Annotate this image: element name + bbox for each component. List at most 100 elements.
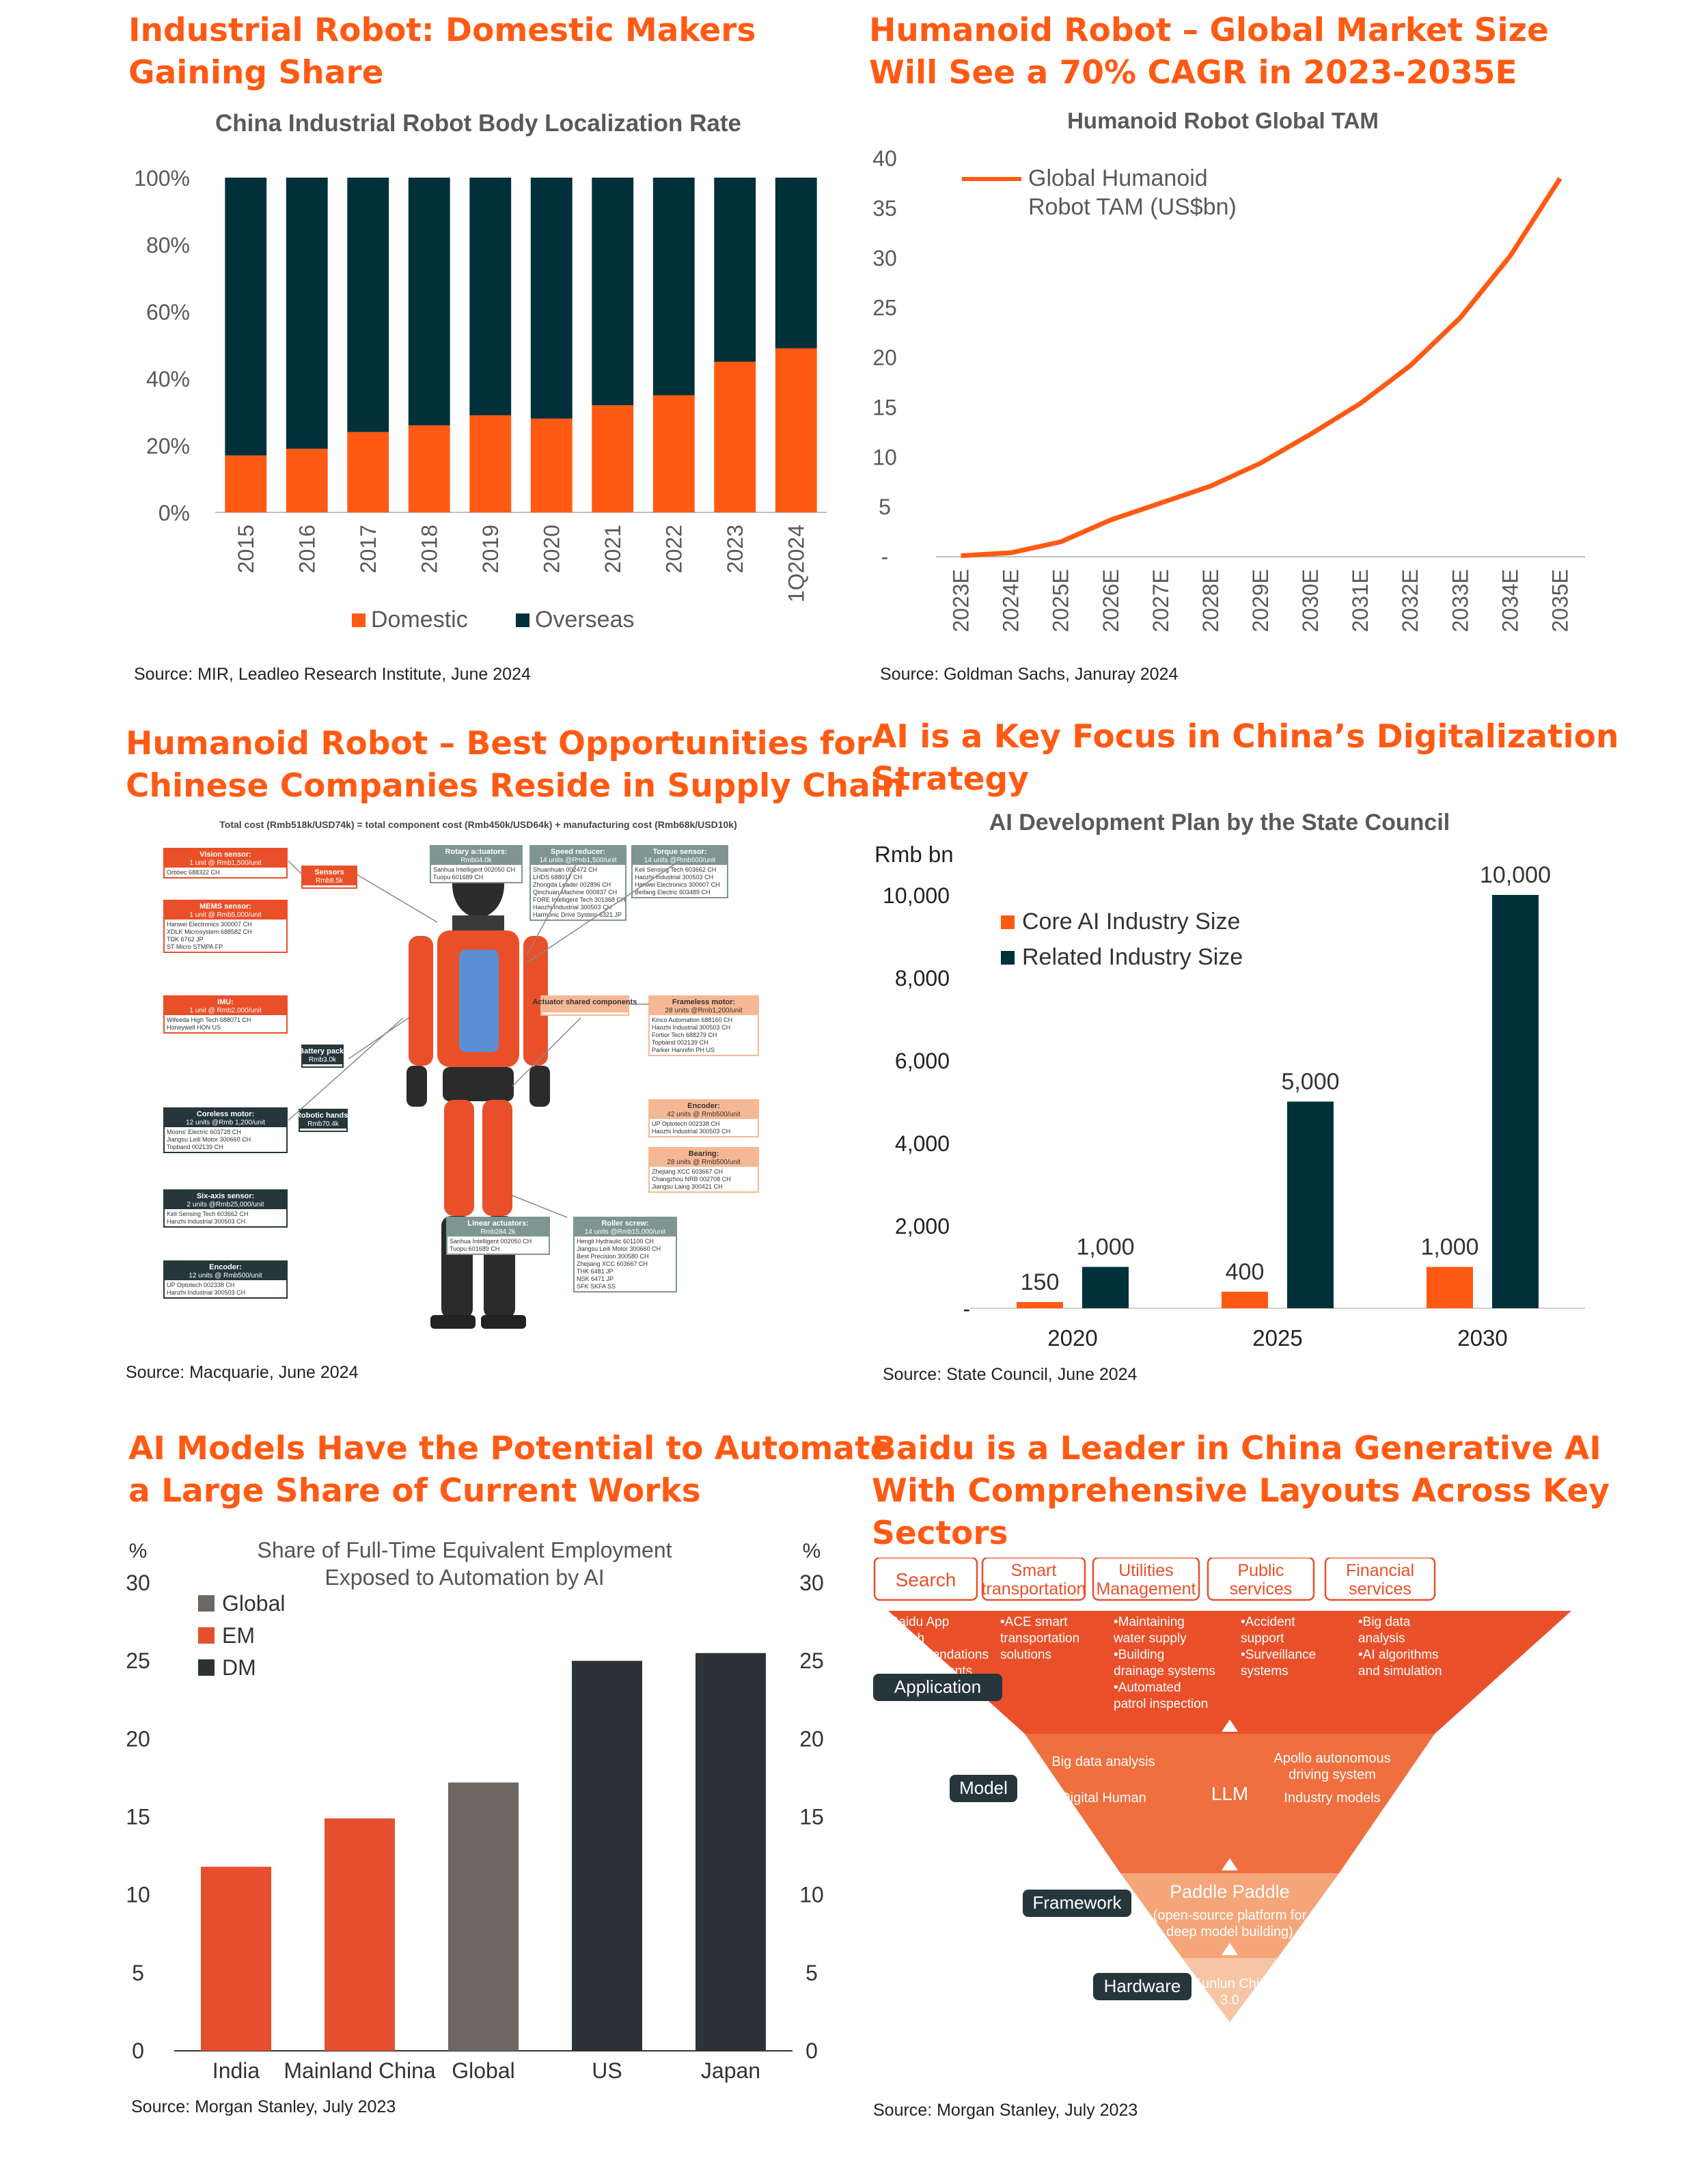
data-label: 5,000 (1281, 1069, 1339, 1095)
bar-overseas (469, 178, 512, 415)
x-tick-label: 2023E (949, 569, 974, 633)
legend-label: Related Industry Size (1022, 944, 1243, 970)
legend-label: Core AI Industry Size (1022, 909, 1240, 935)
bar-core (1222, 1291, 1268, 1308)
sector-tab (981, 1558, 1086, 1601)
x-tick-label: 2029E (1248, 569, 1273, 633)
supplier-row: Keli Sensing Tech 603662 CH (167, 1211, 248, 1217)
layer-label: Model (959, 1778, 1008, 1798)
y-tick-label-right: 5 (805, 1961, 818, 1985)
x-tick-label: 2019 (478, 525, 503, 573)
application-item: •Accident (1241, 1615, 1295, 1629)
application-item: •Automated (1114, 1681, 1181, 1695)
supply-box-subtitle: 14 units @Rmb600/unit (644, 857, 716, 864)
panel6-heading-line1: Baidu is a Leader in China Generative AI (872, 1430, 1601, 1467)
x-tick-label: Global (452, 2058, 515, 2083)
y-tick-label-left: 25 (126, 1648, 150, 1673)
supply-box-header (302, 1045, 343, 1064)
application-item: •Maintaining (1114, 1615, 1185, 1629)
layer-label-box (1093, 1973, 1192, 2000)
supplier-row: ST Micro STMPA FP (167, 943, 223, 950)
legend-label: Overseas (535, 607, 635, 633)
y-tick-label: 100% (134, 166, 190, 191)
supply-box-header (164, 996, 287, 1015)
bar-related (1082, 1267, 1129, 1308)
x-tick-label: 2035E (1547, 569, 1572, 633)
supplier-row: FORE Intelligent Tech 301368 CH (533, 896, 625, 903)
supply-box-title: IMU: (217, 998, 234, 1006)
supply-box-title: Vision sensor: (199, 851, 251, 859)
supplier-row: Kinco Automation 688160 CH (652, 1017, 732, 1023)
supplier-row: Orbbec 688322 CH (167, 869, 220, 876)
supplier-row: TDK 6762 JP (167, 936, 204, 943)
panel3-source: Source: Macquarie, June 2024 (126, 1363, 359, 1382)
supply-box-title: Six-axis sensor: (197, 1192, 254, 1200)
layer-application (888, 1611, 1571, 1734)
bar-domestic (652, 395, 695, 512)
bar-overseas (775, 178, 817, 348)
legend-swatch (352, 613, 366, 627)
x-tick-label: 2018 (417, 525, 441, 573)
application-item: patrol inspection (1114, 1697, 1208, 1711)
y-tick-label: 25 (872, 296, 897, 320)
y-tick-label: 40% (146, 367, 190, 391)
x-tick-label: 2025E (1049, 569, 1073, 633)
supply-box-subtitle: 14 units @Rmb15,000/unit (585, 1228, 666, 1236)
y-tick-label-left: 15 (126, 1805, 150, 1829)
legend-label: EM (222, 1623, 255, 1648)
supply-box-title: Torque sensor: (652, 848, 706, 856)
model-item: Industry models (1284, 1791, 1380, 1806)
supply-box-header (299, 1109, 347, 1129)
panel2-heading: Humanoid Robot – Global Market Size Will… (869, 10, 1549, 94)
sector-tab (1324, 1558, 1436, 1601)
panel5-heading: AI Models Have the Potential to Automate… (128, 1428, 892, 1512)
legend-swatch (516, 613, 529, 627)
y-tick-label: 4,000 (895, 1131, 950, 1156)
panel6-heading: Baidu is a Leader in China Generative AI… (872, 1428, 1610, 1555)
up-arrow (1222, 1858, 1238, 1870)
x-tick-label: 2017 (356, 525, 381, 573)
application-item: •ACE smart (1000, 1615, 1068, 1629)
robot-part (481, 1315, 526, 1329)
panel2-heading-line2: Will See a 70% CAGR in 2023-2035E (869, 54, 1517, 92)
supply-box-title: Encoder: (209, 1263, 242, 1271)
supplier-row: Harmonic Drive System 6321 JP (533, 911, 622, 918)
bar-overseas (408, 178, 450, 426)
supply-box-subtitle: 42 units @ Rmb500/unit (667, 1111, 741, 1118)
supply-box-subtitle: 28 units @ Rmb500/unit (667, 1159, 741, 1166)
panel2-source: Source: Goldman Sachs, Januray 2024 (880, 665, 1179, 684)
x-tick-label: 2034E (1498, 569, 1522, 633)
supplier-row: Jiangsu Leili Motor 300660 CH (167, 1136, 251, 1143)
supplier-row: UP Optotech 002338 CH (652, 1120, 719, 1127)
robot-illustration (407, 852, 550, 1329)
robot-part (529, 1066, 550, 1107)
baidu-layout-diagram: Search SmarttransportationUtilitiesManage… (873, 1558, 1571, 2022)
x-tick-label: 2016 (294, 525, 319, 573)
x-tick-label: 2030E (1298, 569, 1323, 633)
supply-chain-diagram: Total cost (Rmb518k/USD74k) = total comp… (163, 819, 759, 1329)
supply-box-subtitle: 12 units @ Rmb500/unit (189, 1272, 262, 1280)
supply-box-title: Sensors (314, 868, 344, 876)
panel1-source: Source: MIR, Leadleo Research Institute,… (134, 665, 531, 684)
y-tick-label: 10,000 (883, 883, 950, 908)
y-tick-label: 0% (159, 501, 190, 525)
supply-box-header (541, 996, 629, 1012)
bar-global (448, 1782, 519, 2051)
sector-tab-label-line1: Public (1237, 1561, 1284, 1580)
panel2-heading-line1: Humanoid Robot – Global Market Size (869, 12, 1549, 49)
supplier-row: LHDS 688017 CH (533, 874, 582, 881)
model-item-line1: Apollo autonomous (1273, 1751, 1390, 1766)
bar-domestic (347, 432, 389, 512)
y-tick-label: 6,000 (895, 1049, 950, 1073)
bar-us (572, 1661, 642, 2051)
legend-swatch (1001, 915, 1015, 929)
legend-label: Global (222, 1591, 286, 1616)
connector-line (512, 1017, 581, 1087)
application-item: •AI algorithms (1358, 1648, 1439, 1662)
application-item: •Building (1114, 1648, 1164, 1662)
y-tick-label-right: 0 (805, 2039, 818, 2063)
supply-box-header (649, 996, 758, 1015)
y-tick-label: 35 (872, 196, 897, 221)
robot-part (443, 1067, 514, 1101)
bar-india (201, 1866, 271, 2051)
